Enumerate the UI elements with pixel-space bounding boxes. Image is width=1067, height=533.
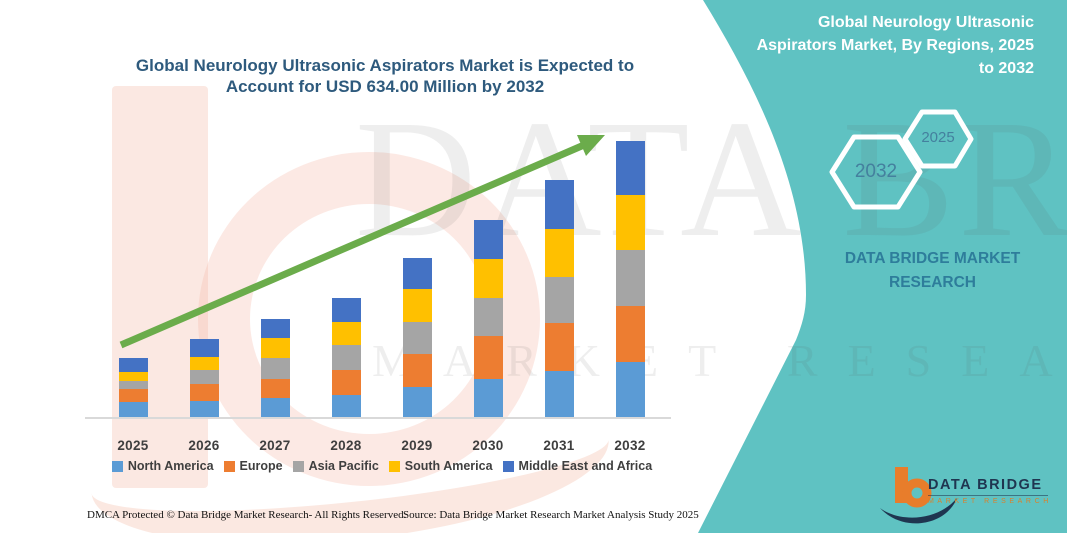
bar-segment-2025-middle-east-and-africa xyxy=(118,358,148,373)
chart-title-line2: Account for USD 634.00 Million by 2032 xyxy=(225,77,545,96)
side-panel-title: Global Neurology Ultrasonic Aspirators M… xyxy=(704,11,1034,80)
legend-label: North America xyxy=(127,459,214,473)
bar-segment-2030-north-america xyxy=(473,379,503,417)
legend-label: Asia Pacific xyxy=(308,459,379,473)
x-label-2025: 2025 xyxy=(117,438,149,453)
bar-segment-2028-south-america xyxy=(331,322,361,346)
chart-legend: North America Europe Asia Pacific South Ame… xyxy=(86,459,678,473)
bar-segment-2025-europe xyxy=(118,389,148,403)
bar-segment-2031-middle-east-and-africa xyxy=(544,179,574,229)
bar-segment-2031-south-america xyxy=(544,228,574,277)
bar-segment-2027-europe xyxy=(260,378,290,398)
legend-item-middle-east-and-africa: Middle East and Africa xyxy=(502,459,653,473)
chart-title: Global Neurology Ultrasonic Aspirators M… xyxy=(90,55,680,97)
chart-title-line1: Global Neurology Ultrasonic Aspirators M… xyxy=(135,56,635,75)
legend-swatch xyxy=(502,460,514,472)
side-panel-title-line1: Global Neurology Ultrasonic xyxy=(817,14,1034,31)
bar-segment-2030-asia-pacific xyxy=(473,298,503,336)
x-label-2027: 2027 xyxy=(259,438,291,453)
x-label-2029: 2029 xyxy=(401,438,433,453)
footer-dmca-text: DMCA Protected © Data Bridge Market Rese… xyxy=(87,509,407,521)
bar-segment-2031-asia-pacific xyxy=(544,276,574,323)
x-label-2026: 2026 xyxy=(188,438,220,453)
bar-segment-2028-asia-pacific xyxy=(331,345,361,370)
legend-swatch xyxy=(388,460,400,472)
bar-segment-2026-north-america xyxy=(189,400,219,417)
side-panel-brand-line2: RESEARCH xyxy=(889,274,976,291)
bar-segment-2026-south-america xyxy=(189,356,219,370)
hexagon-2032-label: 2032 xyxy=(854,161,898,182)
side-panel-title-line3: to 2032 xyxy=(978,60,1034,77)
logo-b-bowl xyxy=(902,478,932,508)
bar-segment-2031-europe xyxy=(544,322,574,371)
bar-segment-2032-north-america xyxy=(615,362,645,417)
legend-item-asia-pacific: Asia Pacific xyxy=(292,459,379,473)
bar-segment-2027-north-america xyxy=(260,397,290,417)
logo-subtext: MARKET RESEARCH xyxy=(928,498,1052,505)
footer-source-text: Source: Data Bridge Market Research Mark… xyxy=(403,509,699,521)
logo-swoosh xyxy=(880,498,957,524)
x-label-2031: 2031 xyxy=(543,438,575,453)
bar-segment-2028-middle-east-and-africa xyxy=(331,298,361,323)
logo-wordmark: DATA BRIDGE xyxy=(928,477,1048,496)
legend-item-north-america: North America xyxy=(111,459,214,473)
bar-segment-2030-middle-east-and-africa xyxy=(473,219,503,259)
bar-segment-2028-europe xyxy=(331,369,361,395)
legend-item-europe: Europe xyxy=(223,459,283,473)
bar-segment-2029-europe xyxy=(402,353,432,387)
legend-swatch xyxy=(111,460,123,472)
x-label-2030: 2030 xyxy=(472,438,504,453)
bar-segment-2026-asia-pacific xyxy=(189,369,219,384)
bar-segment-2032-asia-pacific xyxy=(615,249,645,306)
bar-segment-2026-europe xyxy=(189,383,219,401)
side-panel-shape xyxy=(698,0,1067,533)
bar-segment-2032-south-america xyxy=(615,194,645,250)
bar-segment-2032-europe xyxy=(615,305,645,363)
side-panel-brand-line1: DATA BRIDGE MARKET xyxy=(844,250,1021,267)
trend-arrow-head xyxy=(577,135,605,156)
x-label-2032: 2032 xyxy=(614,438,646,453)
bar-segment-2025-north-america xyxy=(118,402,148,417)
bar-segment-2025-asia-pacific xyxy=(118,381,148,390)
bar-segment-2026-middle-east-and-africa xyxy=(189,339,219,357)
hexagon-2025-shape xyxy=(902,109,974,169)
bar-segment-2028-north-america xyxy=(331,394,361,417)
side-panel-title-line2: Aspirators Market, By Regions, 2025 xyxy=(756,37,1034,54)
bar-segment-2027-middle-east-and-africa xyxy=(260,318,290,338)
hexagon-2032-shape xyxy=(829,134,923,210)
bar-segment-2029-asia-pacific xyxy=(402,321,432,354)
trend-arrow-line xyxy=(119,141,586,349)
legend-swatch xyxy=(223,460,235,472)
bar-segment-2029-south-america xyxy=(402,288,432,322)
bar-segment-2027-south-america xyxy=(260,337,290,358)
dbmr-logo-text: DATA BRIDGE MARKET RESEARCH xyxy=(928,477,1048,505)
hexagon-2025-label: 2025 xyxy=(921,129,955,146)
bar-segment-2030-south-america xyxy=(473,258,503,299)
side-panel-brand-text: DATA BRIDGE MARKET RESEARCH xyxy=(830,247,1035,295)
bar-segment-2025-south-america xyxy=(118,372,148,382)
legend-item-south-america: South America xyxy=(388,459,493,473)
bar-segment-2029-north-america xyxy=(402,386,432,417)
legend-label: South America xyxy=(404,459,493,473)
bar-segment-2031-north-america xyxy=(544,370,574,417)
x-label-2028: 2028 xyxy=(330,438,362,453)
bar-segment-2027-asia-pacific xyxy=(260,357,290,379)
bar-segment-2029-middle-east-and-africa xyxy=(402,257,432,289)
bar-segment-2030-europe xyxy=(473,336,503,380)
legend-label: Europe xyxy=(239,459,283,473)
legend-label: Middle East and Africa xyxy=(518,459,653,473)
legend-swatch xyxy=(292,460,304,472)
x-axis-line xyxy=(85,417,671,419)
bar-segment-2032-middle-east-and-africa xyxy=(615,141,645,195)
